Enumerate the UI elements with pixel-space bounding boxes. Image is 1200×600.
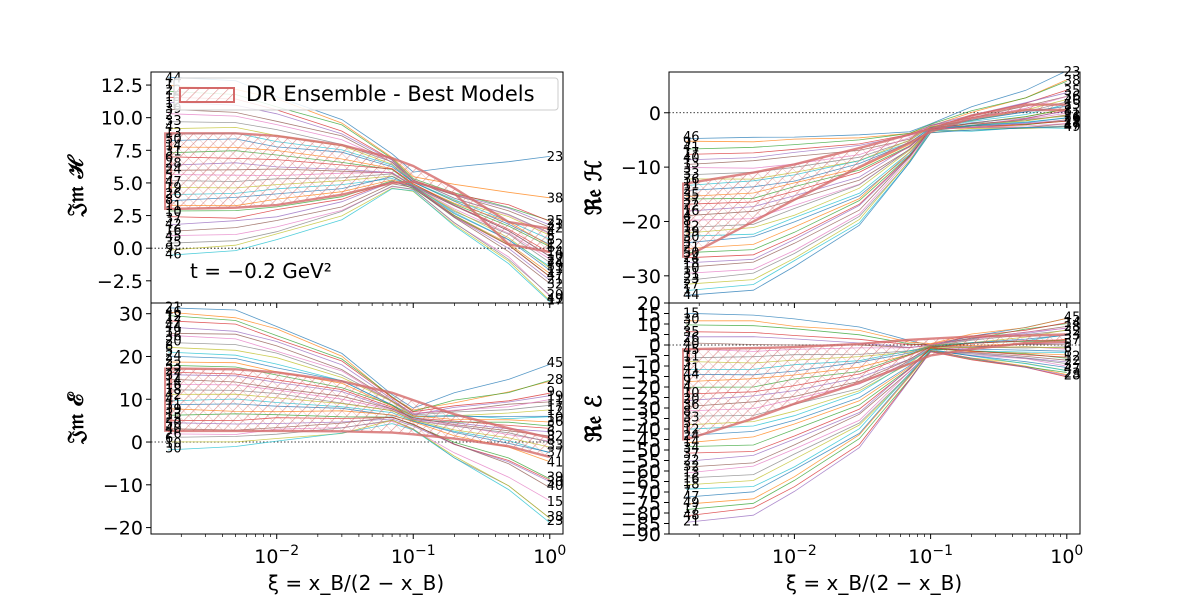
legend-swatch <box>180 88 234 102</box>
model-index-label: 41 <box>547 456 564 471</box>
model-index-label: 17 <box>547 293 564 308</box>
x-tick-label: 10−1 <box>908 543 953 568</box>
ensemble-curve <box>686 81 1067 149</box>
model-index-label: 21 <box>683 514 700 529</box>
y-tick-label: 5.0 <box>113 173 143 195</box>
x-tick-label: 100 <box>1050 543 1083 568</box>
model-index-label: 38 <box>547 192 564 207</box>
x-tick-label: 10−2 <box>772 543 817 568</box>
y-tick-label: 7.5 <box>113 140 143 162</box>
y-axis-label: ℜ𝔢 ℰ <box>581 395 607 442</box>
y-tick-label: −2.5 <box>97 271 143 293</box>
y-tick-label: 12.5 <box>101 75 143 97</box>
x-tick-label: 10−1 <box>391 543 436 568</box>
y-tick-label: 10.0 <box>101 108 143 130</box>
y-tick-label: 0 <box>131 432 143 454</box>
y-tick-label: −10 <box>621 157 661 179</box>
legend-label: DR Ensemble - Best Models <box>246 82 535 106</box>
y-tick-label: 2.5 <box>113 206 143 228</box>
y-axis-label: 𝔍𝔪 ℋ <box>63 154 89 218</box>
y-tick-label: −20 <box>103 518 143 540</box>
x-axis-label-left: ξ = x_B/(2 − x_B) <box>268 571 444 595</box>
plot-area <box>151 308 563 523</box>
plot-area <box>669 71 1080 295</box>
y-tick-label: 30 <box>119 304 143 326</box>
y-tick-label: 0 <box>649 103 661 125</box>
y-tick-label: 10 <box>119 389 143 411</box>
panel-4: 1530235264045113414494102036833512241434… <box>581 293 1083 568</box>
x-tick-label: 100 <box>533 543 566 568</box>
x-axis-label-right: ξ = x_B/(2 − x_B) <box>786 571 962 595</box>
plot-area <box>669 313 1080 522</box>
model-index-label: 45 <box>547 356 564 371</box>
momentum-transfer-annotation: t = −0.2 GeV² <box>190 259 332 283</box>
model-index-label: 49 <box>1064 120 1081 135</box>
y-tick-label: −20 <box>621 211 661 233</box>
y-tick-label: −30 <box>621 266 661 288</box>
model-index-label: 15 <box>547 495 564 510</box>
model-index-label: 23 <box>547 514 564 529</box>
panel-3: 2146124744193620852423322371416184241139… <box>63 300 566 568</box>
panel-2: 4694117401333336112353722164812393052150… <box>581 65 1080 308</box>
y-axis-label: ℜ𝔢 ℋ <box>581 159 607 215</box>
model-index-label: 28 <box>1064 368 1081 383</box>
y-tick-label: 20 <box>119 346 143 368</box>
legend: DR Ensemble - Best Models <box>174 78 558 110</box>
y-tick-label: 0.0 <box>113 238 143 260</box>
model-index-label: 23 <box>547 150 564 165</box>
model-index-label: 44 <box>683 288 700 303</box>
x-tick-label: 10−2 <box>254 543 299 568</box>
y-tick-label: −10 <box>103 475 143 497</box>
y-axis-label: 𝔍𝔪 ℰ <box>63 391 89 445</box>
model-index-label: 30 <box>165 441 182 456</box>
model-index-label: 46 <box>165 248 182 263</box>
model-index-label: 40 <box>547 479 564 494</box>
y-tick-label: 20 <box>637 293 661 315</box>
